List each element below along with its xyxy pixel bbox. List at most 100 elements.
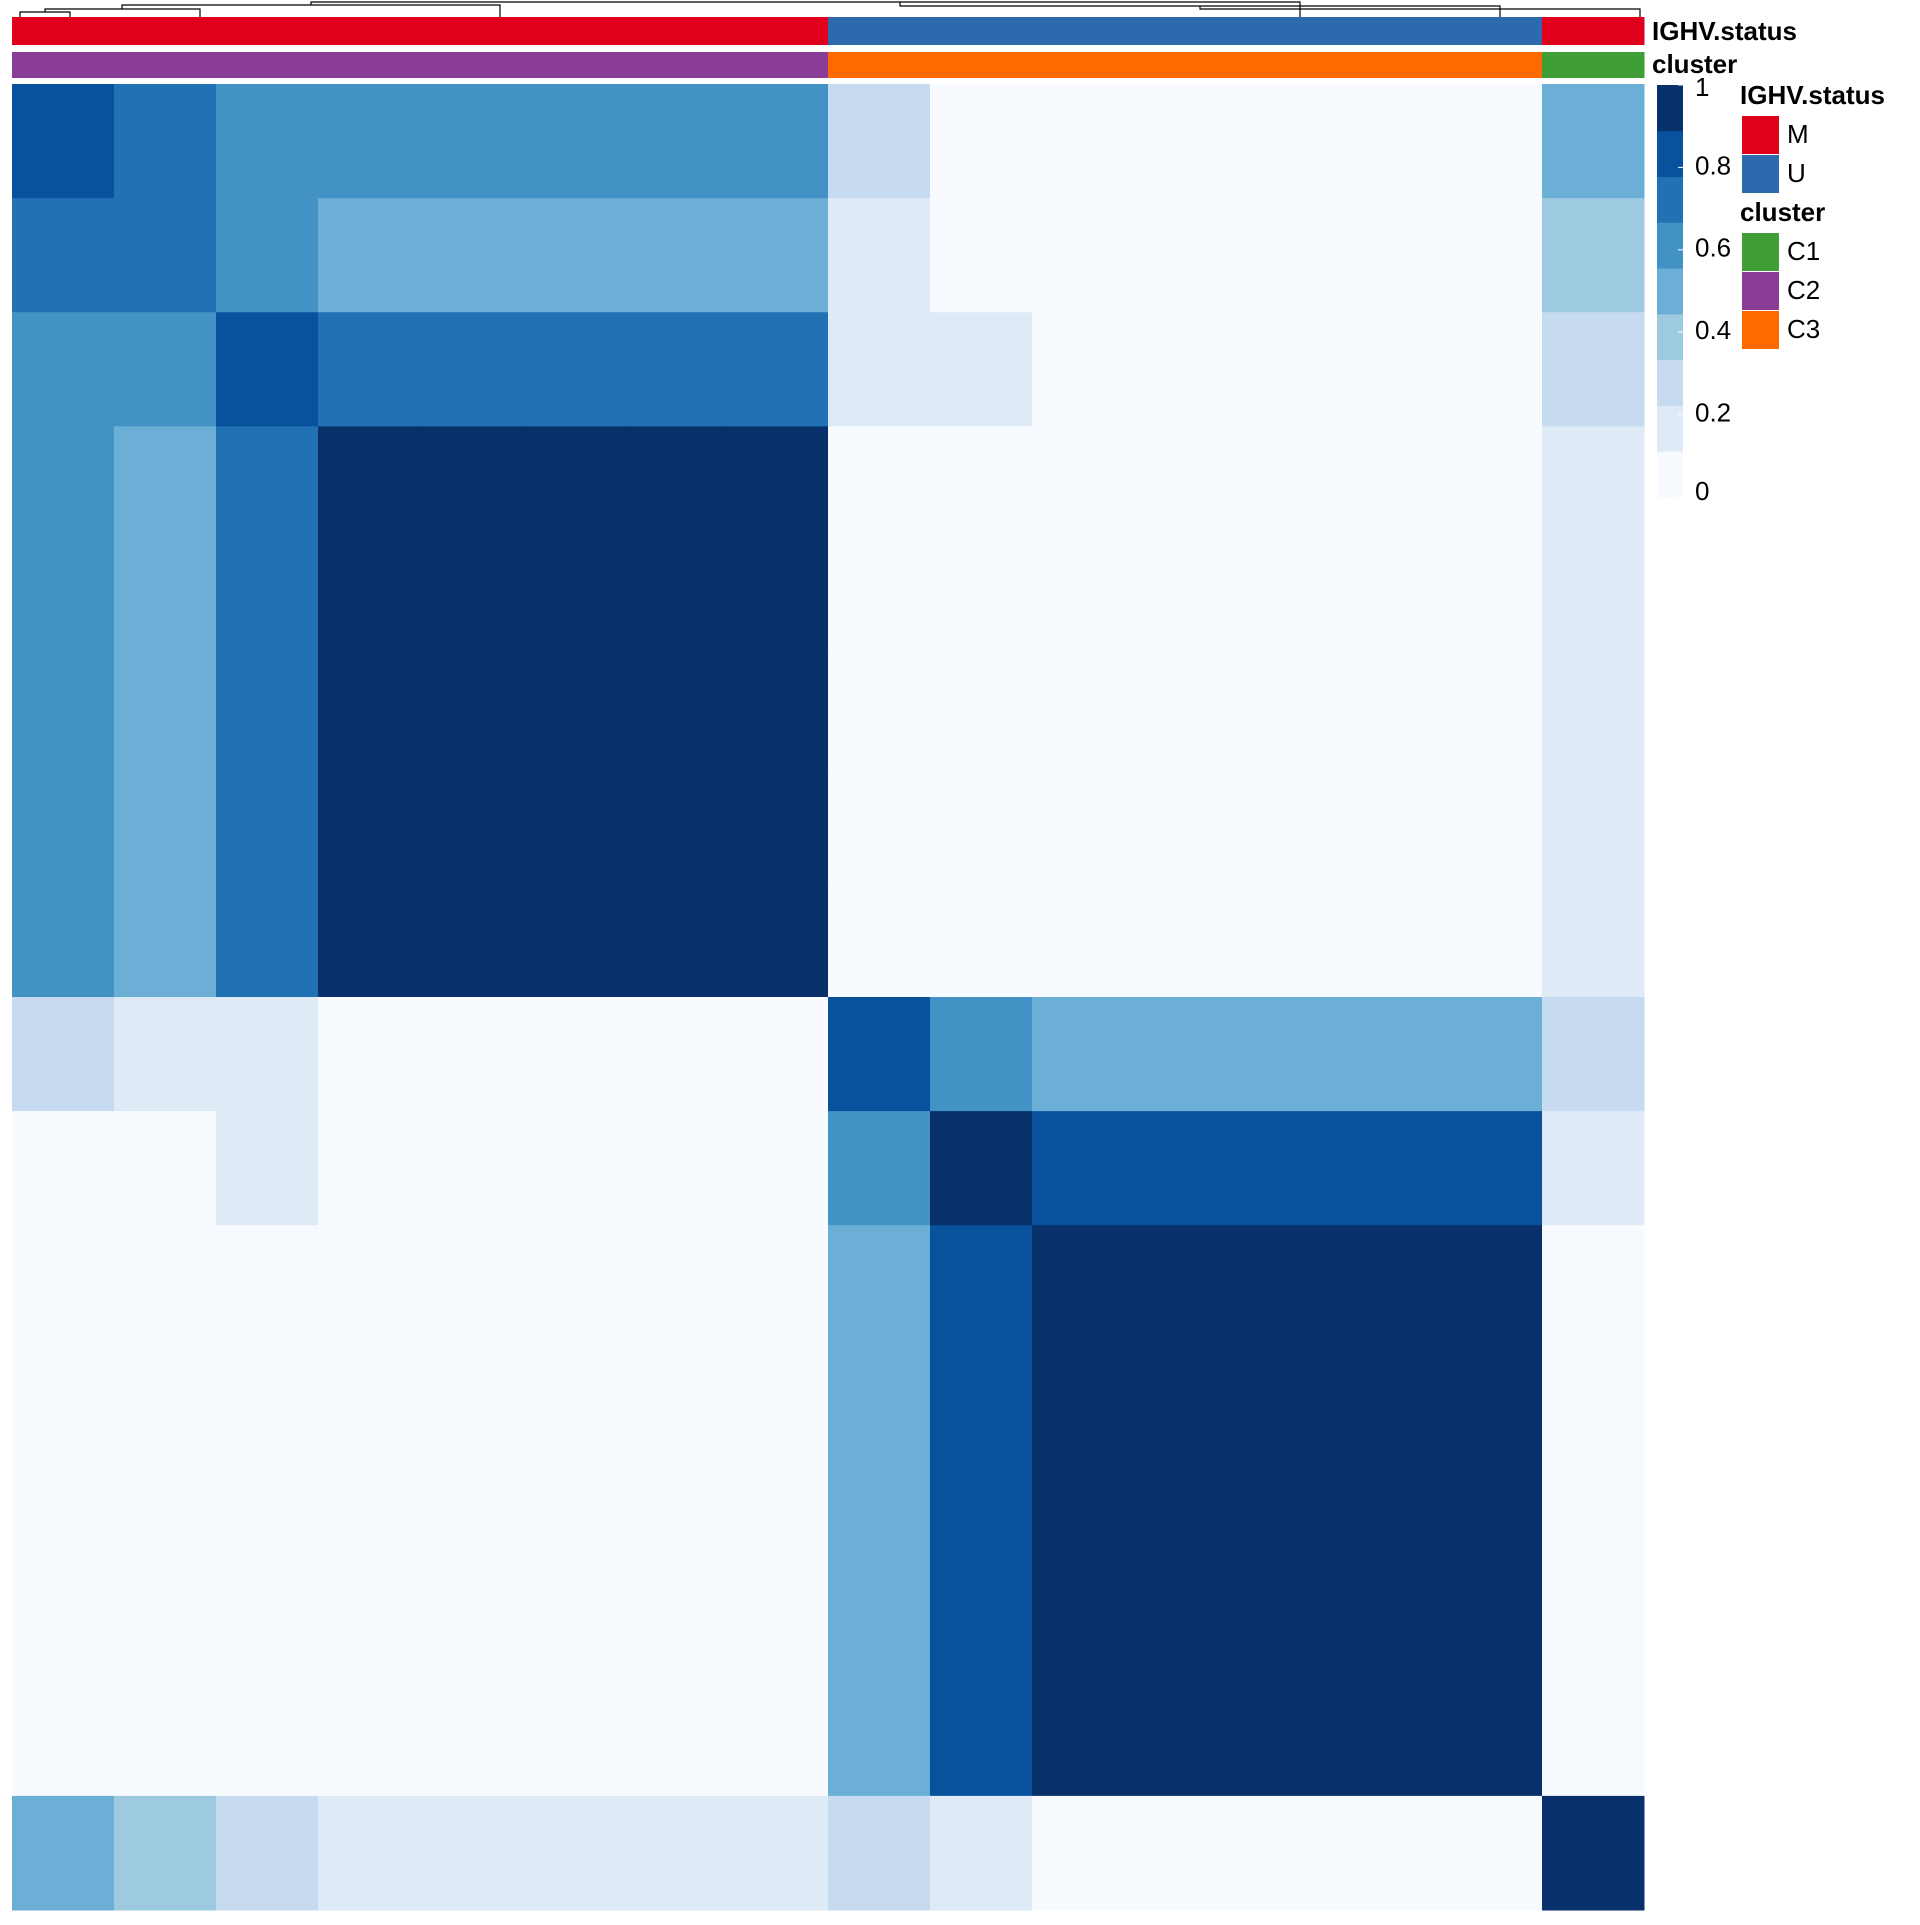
heatmap-cell — [1542, 768, 1645, 884]
heatmap-cell — [624, 540, 727, 656]
heatmap-cell — [726, 312, 829, 427]
heatmap-cell — [1032, 426, 1135, 541]
heatmap-cell — [522, 540, 625, 656]
annotation-cell — [522, 52, 625, 78]
heatmap-cell — [1542, 882, 1645, 998]
heatmap-cell — [1236, 768, 1339, 884]
heatmap-cell — [726, 1681, 829, 1797]
annotation-cell — [1440, 52, 1543, 78]
heatmap-cell — [1236, 882, 1339, 998]
heatmap-cell — [1134, 1681, 1237, 1797]
heatmap-cell — [828, 1567, 931, 1683]
legend-key — [1742, 116, 1779, 154]
heatmap-cell — [114, 997, 217, 1112]
heatmap-cell — [1542, 1453, 1645, 1569]
heatmap-cell — [216, 198, 319, 313]
heatmap-cell — [420, 882, 523, 998]
heatmap-cell — [216, 654, 319, 770]
heatmap-cell — [114, 1111, 217, 1226]
heatmap-cell — [1134, 882, 1237, 998]
heatmap-cell — [1032, 540, 1135, 656]
heatmap-cell — [12, 654, 115, 770]
heatmap-cell — [12, 426, 115, 541]
heatmap-cell — [1440, 654, 1543, 770]
heatmap-cell — [420, 1339, 523, 1454]
heatmap-cell — [726, 768, 829, 884]
heatmap-cell — [1032, 654, 1135, 770]
heatmap-cell — [930, 882, 1033, 998]
heatmap-cell — [1440, 198, 1543, 313]
heatmap-cell — [420, 1111, 523, 1226]
heatmap-cell — [1236, 654, 1339, 770]
heatmap-cell — [1032, 84, 1135, 199]
heatmap-cell — [624, 1567, 727, 1683]
heatmap-cell — [1032, 997, 1135, 1112]
legend-label: C3 — [1787, 314, 1820, 344]
heatmap-cell — [114, 1681, 217, 1797]
annotation-cell — [318, 52, 421, 78]
heatmap-cell — [930, 312, 1033, 427]
annotation-cell — [12, 52, 115, 78]
heatmap-cell — [522, 768, 625, 884]
heatmap-cell — [930, 997, 1033, 1112]
heatmap-cell — [828, 1225, 931, 1340]
annotation-cell — [1542, 17, 1645, 45]
heatmap-cell — [318, 1225, 421, 1340]
annotation-cell — [420, 17, 523, 45]
heatmap-cell — [1440, 1567, 1543, 1683]
heatmap-cell — [930, 1111, 1033, 1226]
heatmap-cell — [828, 768, 931, 884]
legend-label: C1 — [1787, 236, 1820, 266]
heatmap-cell — [318, 540, 421, 656]
heatmap-cell — [828, 1795, 931, 1911]
heatmap-cell — [930, 426, 1033, 541]
heatmap-cell — [1134, 540, 1237, 656]
heatmap-cell — [1032, 1339, 1135, 1454]
heatmap-cell — [12, 768, 115, 884]
heatmap-cell — [624, 1225, 727, 1340]
heatmap-cell — [1236, 1111, 1339, 1226]
annotation-cell — [930, 52, 1033, 78]
heatmap-cell — [522, 997, 625, 1112]
heatmap-cell — [828, 426, 931, 541]
heatmap-cell — [1542, 426, 1645, 541]
heatmap-cell — [726, 654, 829, 770]
legend-key — [1742, 272, 1779, 310]
heatmap-cell — [420, 768, 523, 884]
heatmap-cell — [522, 882, 625, 998]
annotation-cell — [216, 17, 319, 45]
heatmap-cell — [828, 1453, 931, 1569]
heatmap-cell — [624, 84, 727, 199]
heatmap-cell — [1440, 540, 1543, 656]
heatmap-cell — [1236, 198, 1339, 313]
heatmap-cell — [1440, 882, 1543, 998]
heatmap-cell — [1338, 1111, 1441, 1226]
heatmap-cell — [930, 1225, 1033, 1340]
heatmap-cell — [420, 84, 523, 199]
annotation-cell — [1338, 52, 1441, 78]
colorbar-step — [1657, 222, 1683, 269]
heatmap-cell — [12, 1225, 115, 1340]
heatmap-cell — [12, 198, 115, 313]
heatmap-cell — [318, 882, 421, 998]
heatmap-cell — [12, 312, 115, 427]
annotation-cell — [1134, 17, 1237, 45]
heatmap-cell — [1440, 1111, 1543, 1226]
heatmap-cell — [1134, 1795, 1237, 1911]
heatmap-cell — [1032, 1453, 1135, 1569]
heatmap-cell — [1134, 84, 1237, 199]
heatmap-cell — [216, 1339, 319, 1454]
heatmap-cell — [1134, 997, 1237, 1112]
heatmap-cell — [1134, 1453, 1237, 1569]
heatmap-cell — [12, 1567, 115, 1683]
annotation-cell — [828, 52, 931, 78]
heatmap-cell — [1542, 1225, 1645, 1340]
legend-label: U — [1787, 158, 1806, 188]
heatmap-cell — [624, 198, 727, 313]
annotation-cell — [1542, 52, 1645, 78]
heatmap-cell — [1338, 1567, 1441, 1683]
heatmap-cell — [1542, 84, 1645, 199]
heatmap-cell — [726, 882, 829, 998]
heatmap-cell — [1134, 1567, 1237, 1683]
